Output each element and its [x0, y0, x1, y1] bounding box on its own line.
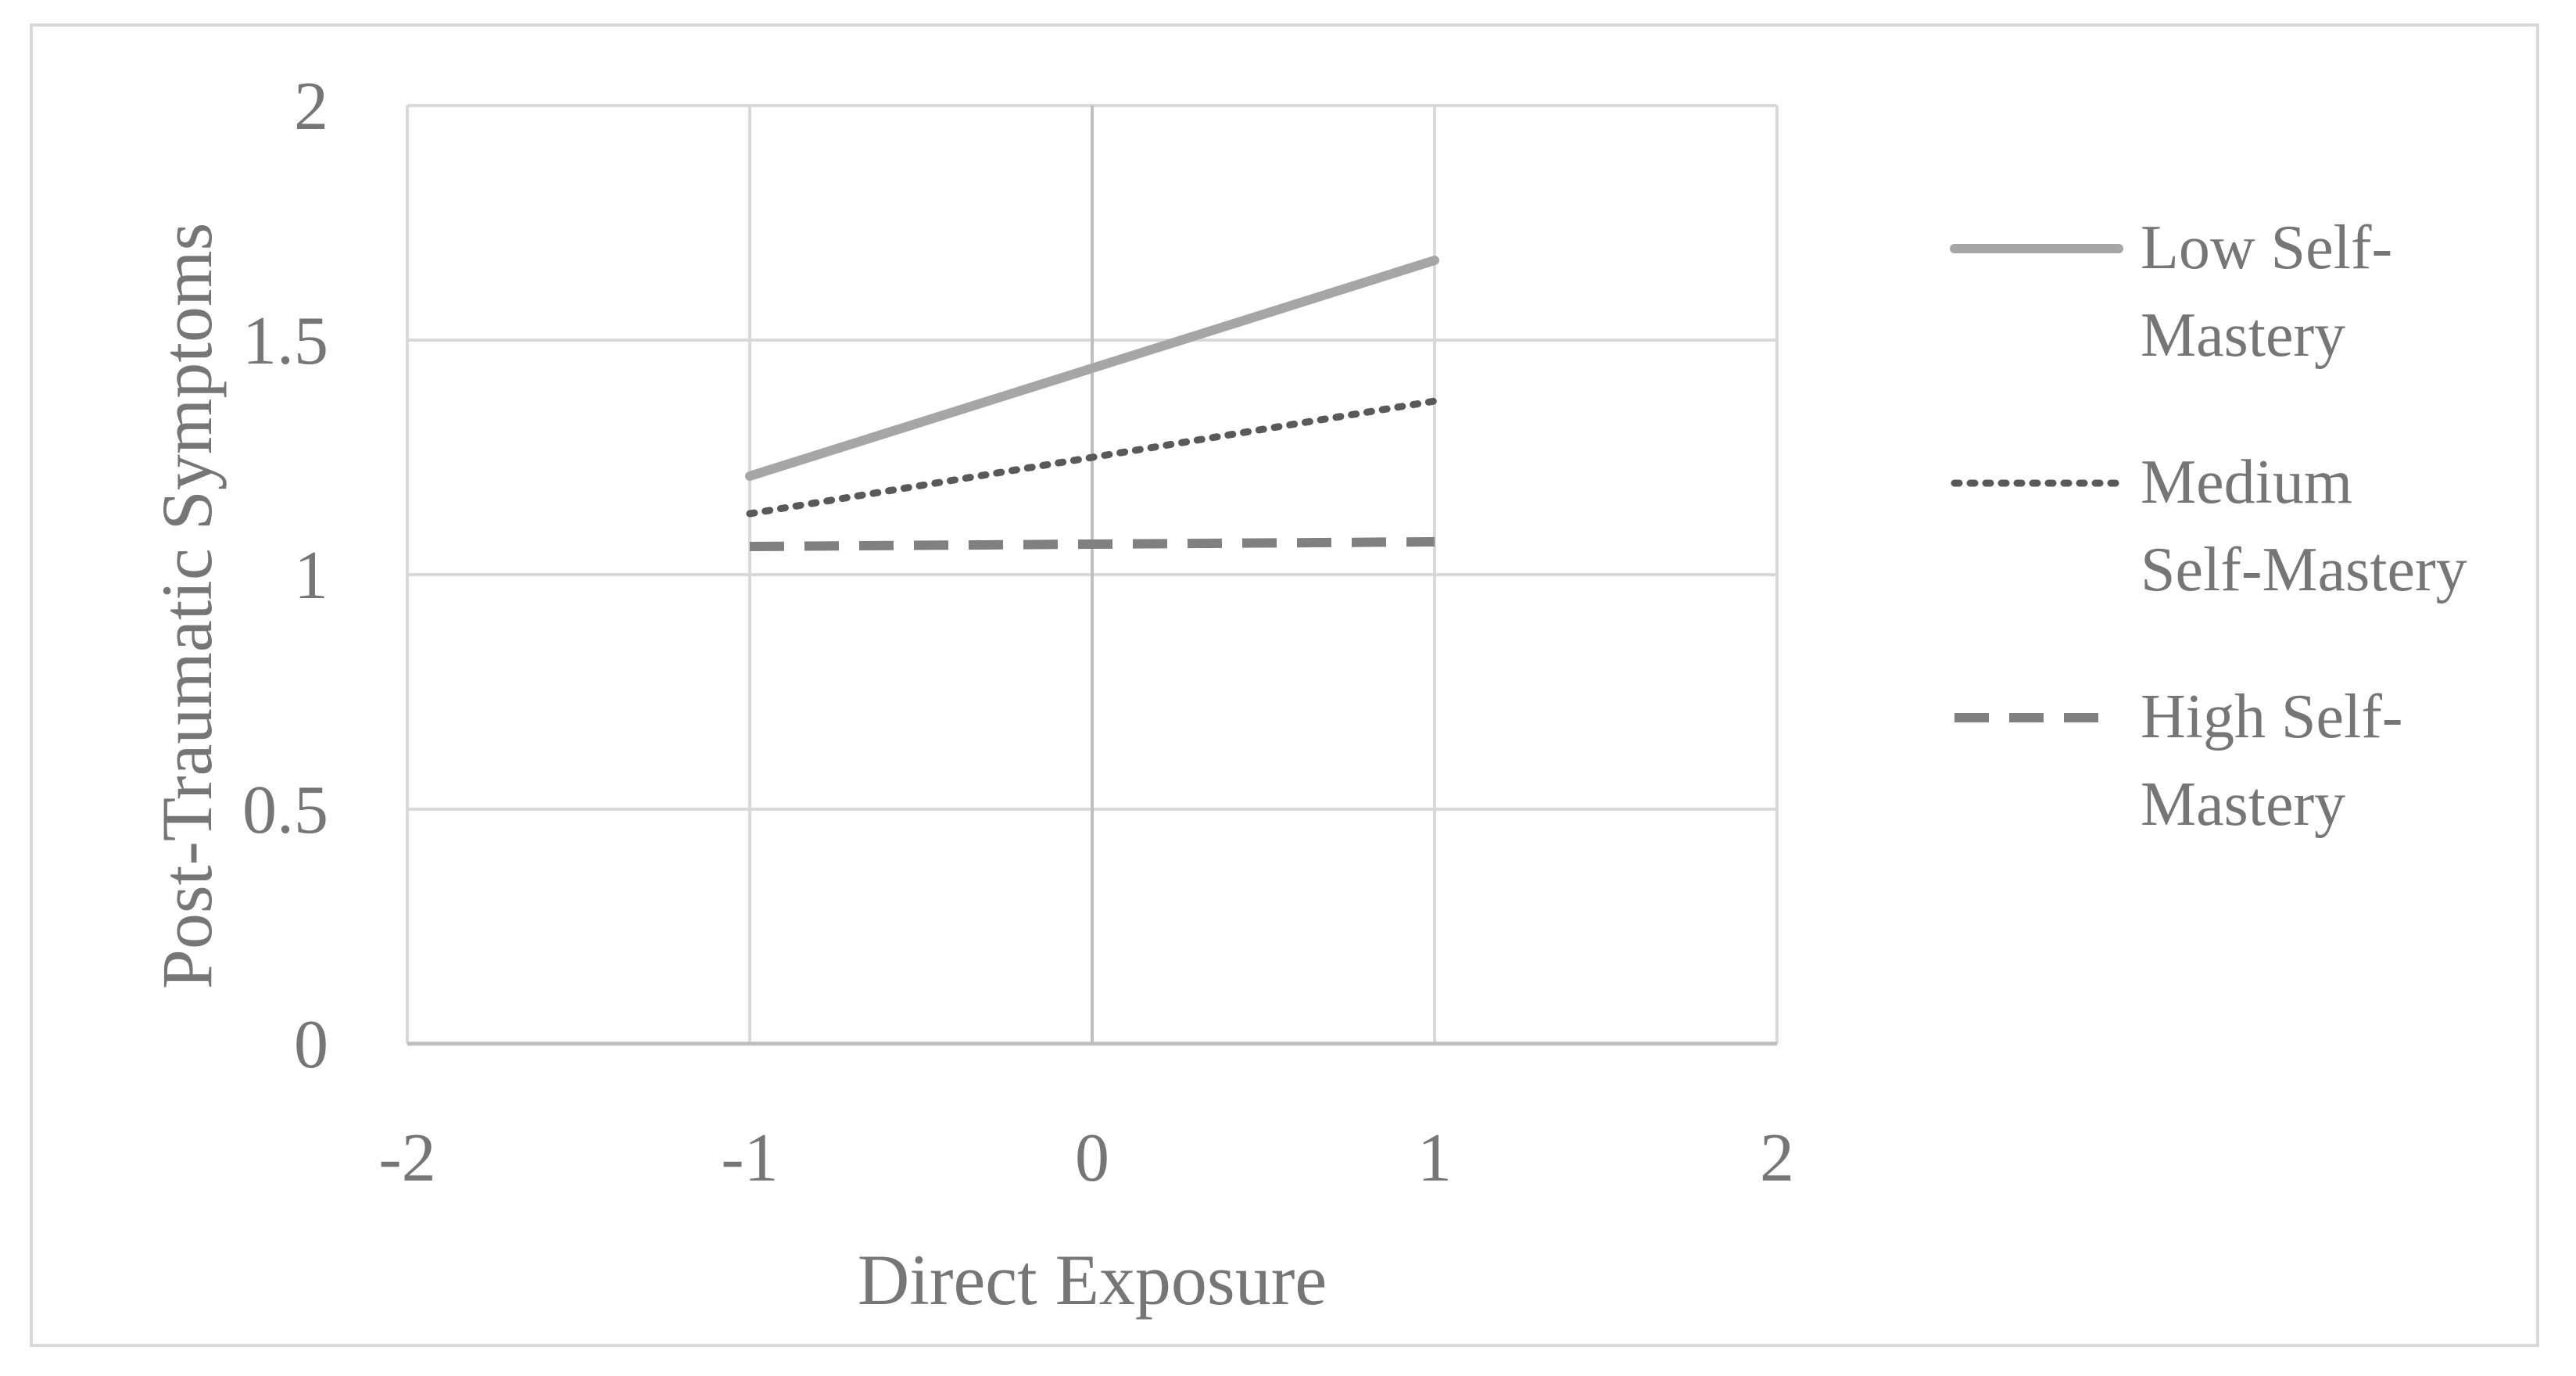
x-axis-title: Direct Exposure — [858, 1240, 1327, 1320]
legend-label: Mastery — [2141, 301, 2345, 370]
y-tick-label: 0 — [294, 1007, 328, 1083]
gridlines — [406, 104, 1779, 1044]
legend-label: Self-Mastery — [2141, 536, 2467, 604]
legend-label: High Self- — [2141, 683, 2403, 751]
y-tick-label: 1.5 — [242, 303, 328, 379]
y-tick-label: 0.5 — [242, 772, 328, 848]
series-line-1 — [745, 256, 1439, 481]
series-line-3 — [749, 537, 1435, 551]
legend-label: Low Self- — [2141, 213, 2392, 282]
y-axis-title: Post-Traumatic Symptoms — [147, 223, 227, 990]
figure-frame — [30, 23, 2539, 1347]
legend-label: Medium — [2141, 448, 2352, 517]
legend: Low Self- Mastery Medium Self-Mastery High S… — [1950, 213, 2467, 839]
x-tick-label: 2 — [1760, 1120, 1794, 1196]
x-tick-label: 1 — [1417, 1120, 1452, 1196]
tick-labels: 0 0.5 1 1.5 2 -2 -1 0 1 2 — [242, 69, 1794, 1196]
x-tick-label: -2 — [378, 1120, 435, 1196]
y-tick-label: 2 — [294, 69, 328, 145]
series-lines — [745, 256, 1439, 551]
y-tick-label: 1 — [294, 538, 328, 614]
x-tick-label: 0 — [1075, 1120, 1109, 1196]
series-line-2 — [746, 397, 1438, 518]
x-tick-label: -1 — [721, 1120, 778, 1196]
legend-label: Mastery — [2141, 770, 2345, 839]
